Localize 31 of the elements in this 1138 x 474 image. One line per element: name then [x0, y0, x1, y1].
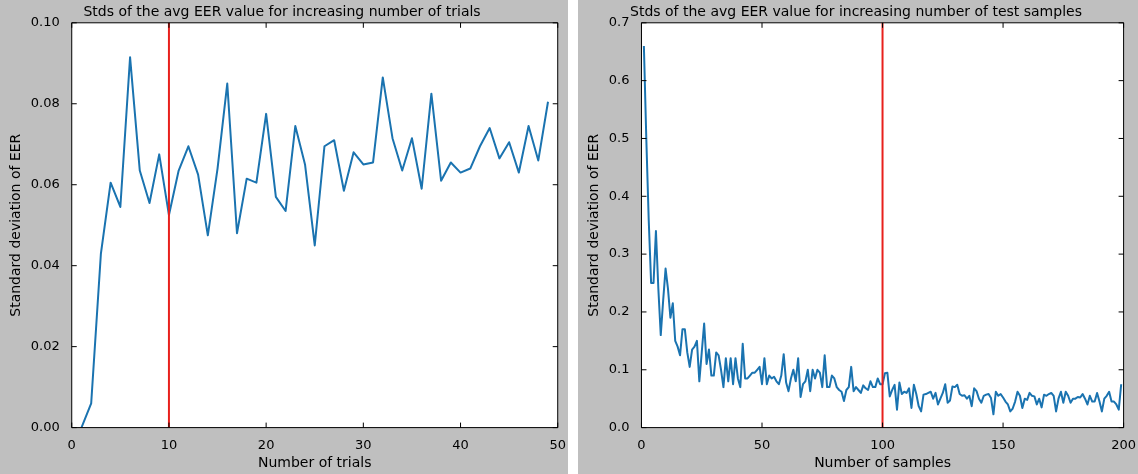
x-axis-title: Number of trials — [257, 454, 372, 471]
y-tick-label: 0.00 — [30, 418, 60, 434]
y-tick-label: 0.02 — [30, 338, 60, 354]
y-tick-label: 0.10 — [30, 14, 60, 30]
y-tick-label: 0.7 — [608, 14, 630, 30]
x-tick-label: 200 — [1111, 436, 1137, 452]
y-tick-label: 0.3 — [608, 245, 630, 261]
x-tick-label: 100 — [870, 436, 895, 452]
y-tick-label: 0.0 — [608, 418, 630, 434]
x-tick-label: 30 — [355, 436, 372, 452]
y-axis-title: Standard deviation of EER — [7, 133, 24, 317]
y-tick-label: 0.04 — [30, 257, 60, 273]
x-tick-label: 50 — [549, 436, 566, 452]
x-tick-label: 20 — [257, 436, 275, 452]
x-axis-title: Number of samples — [814, 454, 951, 471]
y-tick-label: 0.08 — [30, 95, 60, 111]
x-tick-label: 40 — [452, 436, 469, 452]
chart-title: Stds of the avg EER value for increasing number of test samples — [630, 3, 1082, 20]
y-tick-label: 0.06 — [30, 176, 60, 192]
y-tick-label: 0.4 — [608, 187, 630, 203]
chart-title: Stds of the avg EER value for increasing number of trials — [83, 3, 481, 20]
y-tick-label: 0.1 — [608, 361, 630, 377]
y-tick-label: 0.5 — [608, 129, 630, 145]
x-tick-label: 0 — [637, 436, 646, 452]
y-axis-title: Standard deviation of EER — [585, 133, 602, 317]
y-tick-label: 0.2 — [608, 303, 630, 319]
x-tick-label: 10 — [160, 436, 178, 452]
x-tick-label: 0 — [67, 436, 76, 452]
x-tick-label: 50 — [753, 436, 771, 452]
y-tick-label: 0.6 — [608, 72, 630, 87]
x-tick-label: 150 — [990, 436, 1016, 452]
